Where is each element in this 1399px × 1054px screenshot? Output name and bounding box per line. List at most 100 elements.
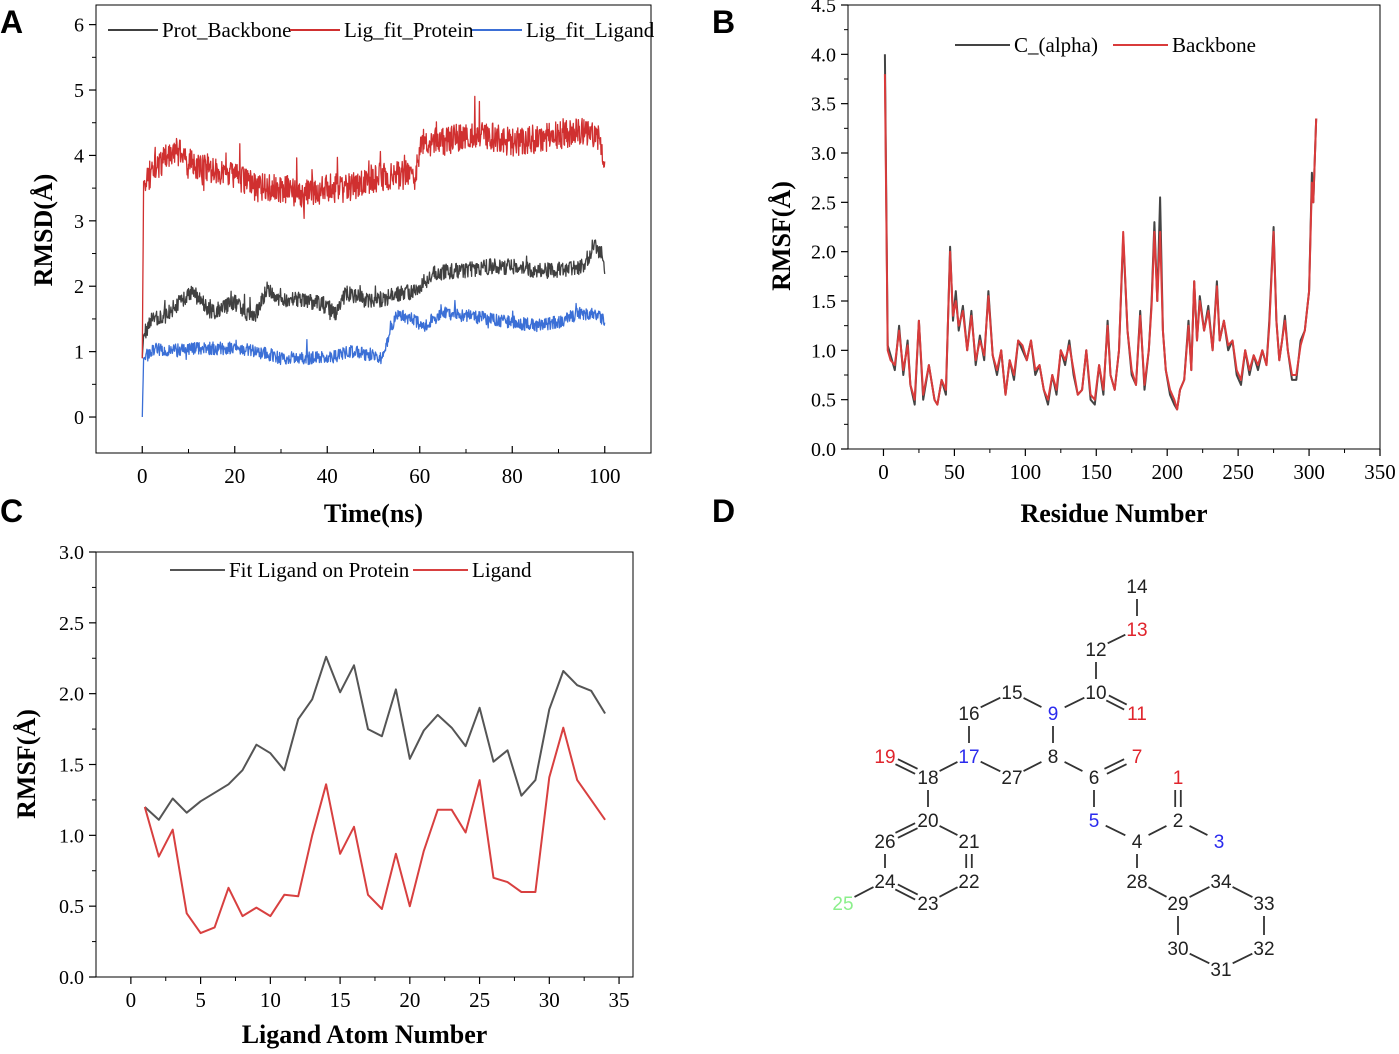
y-tick-label: 3.5: [811, 94, 836, 116]
double-bond-12-a: [1106, 763, 1127, 775]
plot-frame: [847, 4, 1381, 450]
series-line-1: [141, 95, 606, 359]
x-tick-label: 10: [260, 988, 281, 1012]
y-axis-label: RMSF(Å): [12, 709, 41, 819]
atom-label-4: 4: [1132, 832, 1143, 853]
protein-rmsf-chart: 0 50 100 150 200 250 300 350 0.0 0.5 1.0 1.5 2.0 2.5 3…: [767, 0, 1396, 528]
atom-label-12: 12: [1085, 640, 1106, 661]
y-tick-label: 2.0: [59, 684, 84, 706]
y-tick-label: 2.0: [811, 242, 836, 264]
x-tick-label: 15: [330, 988, 351, 1012]
atom-label-11: 11: [1127, 704, 1147, 725]
x-tick-label: 250: [1222, 460, 1254, 484]
atom-label-29: 29: [1167, 894, 1188, 915]
panel-letter-c: C: [0, 493, 23, 529]
atom-label-30: 30: [1167, 939, 1188, 960]
atom-label-31: 31: [1210, 960, 1231, 981]
atom-label-16: 16: [958, 704, 979, 725]
legend-label-1: Lig_fit_Protein: [344, 18, 474, 42]
atom-label-8: 8: [1048, 747, 1059, 768]
atom-label-33: 33: [1253, 894, 1274, 915]
double-bond-32-b: [894, 888, 916, 901]
double-bond-27-b: [895, 763, 916, 775]
legend-label-1: Backbone: [1172, 33, 1256, 57]
atom-label-27: 27: [1001, 768, 1022, 789]
y-tick-label: 3.0: [811, 143, 836, 165]
x-axis-label: Residue Number: [1020, 499, 1207, 528]
bond-14: [1105, 824, 1126, 837]
plot-frame: [95, 4, 652, 454]
x-tick-label: 60: [409, 464, 430, 488]
y-tick-label: 5: [74, 80, 84, 102]
double-bond-34-a: [897, 827, 918, 839]
x-tick-label: 0: [126, 988, 137, 1012]
double-bond-32-a: [897, 883, 919, 896]
atom-label-15: 15: [1001, 683, 1022, 704]
panel-letter-a: A: [0, 4, 23, 40]
legend-label-1: Ligand: [472, 558, 532, 582]
atom-label-10: 10: [1085, 683, 1106, 704]
x-tick-label: 150: [1081, 460, 1113, 484]
x-tick-label: 5: [195, 988, 206, 1012]
bond-35: [854, 886, 874, 898]
x-tick-label: 300: [1293, 460, 1325, 484]
legend-label-0: C_(alpha): [1014, 33, 1098, 57]
bond-19: [1148, 886, 1167, 898]
atom-label-23: 23: [917, 894, 938, 915]
y-tick-label: 4.0: [811, 44, 836, 66]
bond-5: [1023, 697, 1042, 708]
atom-label-34: 34: [1210, 872, 1232, 893]
bond-1: [1107, 633, 1126, 645]
rmsd-chart: 0 20 40 60 80 100 0 1 2 3 4 5 6 Time(ns) RMSD(Å) Prot_B…: [29, 4, 655, 528]
bond-29: [939, 825, 958, 836]
legend-label-2: Lig_fit_Ligand: [526, 18, 655, 42]
x-tick-label: 25: [469, 988, 490, 1012]
y-tick-label: 1.5: [811, 291, 836, 313]
x-tick-label: 350: [1364, 460, 1396, 484]
y-tick-label: 0.5: [59, 896, 84, 918]
bond-6: [980, 696, 1001, 709]
x-tick-label: 80: [502, 464, 523, 488]
bond-20: [1189, 886, 1210, 898]
atom-label-14: 14: [1126, 577, 1148, 598]
y-tick-label: 0.5: [811, 390, 836, 412]
x-axis-label: Time(ns): [324, 499, 423, 528]
bond-21: [1232, 886, 1253, 898]
y-tick-label: 1.0: [811, 340, 836, 362]
series-line-2: [141, 299, 606, 418]
panel-letter-d: D: [712, 493, 735, 529]
y-tick-label: 6: [74, 15, 84, 37]
bond-4: [1064, 696, 1085, 709]
y-tick-label: 0.0: [59, 967, 84, 989]
x-tick-label: 35: [609, 988, 630, 1012]
panel-letter-b: B: [712, 4, 735, 40]
bond-26: [939, 761, 958, 772]
x-tick-label: 0: [878, 460, 889, 484]
y-tick-label: 3: [74, 211, 84, 233]
bond-8: [980, 760, 1001, 773]
x-tick-label: 100: [589, 464, 621, 488]
atom-label-19: 19: [874, 747, 895, 768]
bond-17: [1189, 825, 1208, 836]
atom-label-22: 22: [958, 872, 979, 893]
atom-label-5: 5: [1089, 811, 1100, 832]
bond-24: [1189, 952, 1210, 965]
y-tick-label: 2.5: [59, 613, 84, 635]
y-tick-label: 1.0: [59, 825, 84, 847]
y-axis-label: RMSD(Å): [29, 174, 58, 287]
x-tick-label: 0: [137, 464, 148, 488]
atom-label-24: 24: [874, 872, 896, 893]
atom-label-18: 18: [917, 768, 938, 789]
x-tick-label: 20: [399, 988, 420, 1012]
bond-31: [939, 886, 958, 898]
y-tick-label: 0.0: [811, 439, 836, 461]
x-tick-label: 20: [224, 464, 245, 488]
atom-label-28: 28: [1126, 872, 1147, 893]
x-tick-label: 30: [539, 988, 560, 1012]
atom-label-21: 21: [958, 832, 979, 853]
atom-label-1: 1: [1173, 768, 1184, 789]
y-tick-label: 4: [74, 145, 84, 167]
double-bond-3-b: [1108, 694, 1128, 706]
x-tick-label: 50: [944, 460, 965, 484]
